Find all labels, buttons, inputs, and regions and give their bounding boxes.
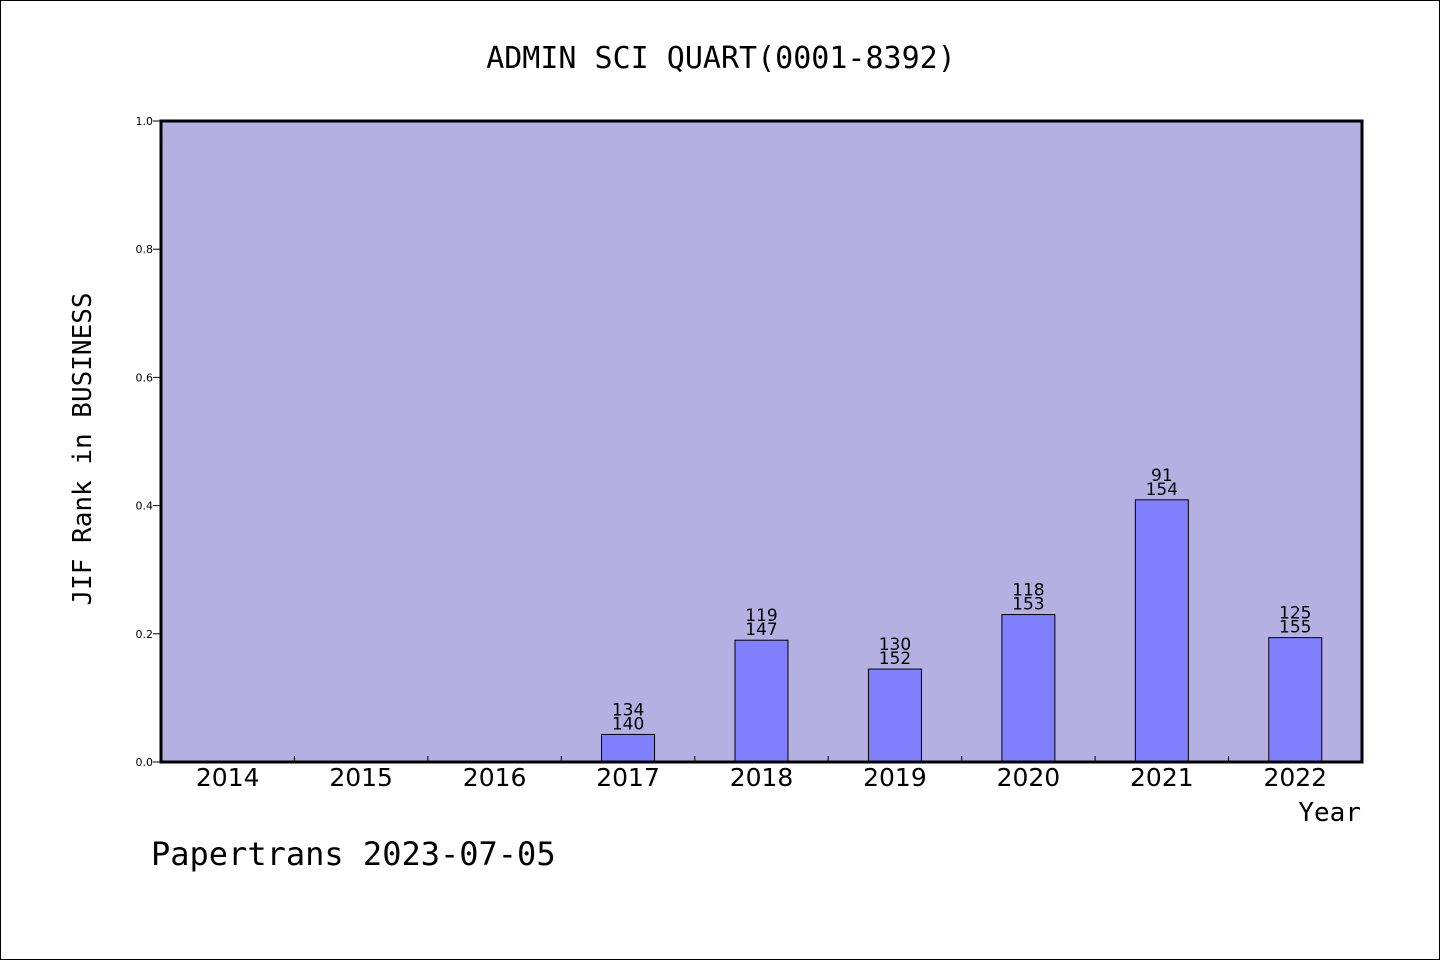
x-tick-label: 2022: [1263, 763, 1327, 792]
plot-area: 0.0 0.2 0.4 0.6 0.8 1.0 2014 2015 2016 2017 134140…: [136, 115, 1364, 792]
bar-total-label: 154: [1146, 480, 1178, 500]
bar-total-label: 140: [612, 714, 644, 734]
y-tick-label: 1.0: [136, 115, 154, 128]
bar-rank-label: 125: [1279, 604, 1311, 624]
chart-title: ADMIN SCI QUART(0001-8392): [486, 41, 956, 76]
bar-2018: [734, 639, 789, 763]
bar-total-label: 155: [1279, 618, 1311, 638]
y-tick-label: 0.0: [136, 756, 154, 769]
x-tick-label: 2020: [997, 763, 1061, 792]
plot-border: [159, 119, 1364, 764]
bar-total-label: 147: [745, 620, 777, 640]
bar-rank-label: 91: [1151, 466, 1173, 486]
bar-2022: [1268, 637, 1323, 763]
x-tick-label: 2019: [863, 763, 927, 792]
y-tick-label: 0.2: [136, 628, 154, 641]
y-axis-label: JIF Rank in BUSINESS: [68, 292, 98, 605]
bar-rank-label: 130: [879, 635, 911, 655]
bar-total-label: 152: [879, 649, 911, 669]
bar-rank-label: 134: [612, 700, 644, 720]
bar-2017: [601, 733, 656, 763]
x-tick-label: 2018: [730, 763, 794, 792]
bar-2019: [867, 668, 922, 763]
x-tick-label: 2016: [463, 763, 527, 792]
x-tick-label: 2015: [329, 763, 393, 792]
y-tick-label: 0.6: [136, 371, 154, 384]
x-axis-label: Year: [1298, 798, 1361, 828]
y-tick-label: 0.8: [136, 243, 154, 256]
bar-rank-label: 118: [1012, 581, 1044, 601]
bar-rank-label: 119: [745, 606, 777, 626]
x-tick-label: 2021: [1130, 763, 1194, 792]
y-tick-label: 0.4: [136, 500, 154, 513]
x-tick-label: 2017: [596, 763, 660, 792]
bar-2020: [1001, 614, 1056, 763]
bar-total-label: 153: [1012, 595, 1044, 615]
x-tick-label: 2014: [196, 763, 260, 792]
bar-2021: [1134, 499, 1189, 763]
footer-credit: Papertrans 2023-07-05: [151, 835, 556, 873]
